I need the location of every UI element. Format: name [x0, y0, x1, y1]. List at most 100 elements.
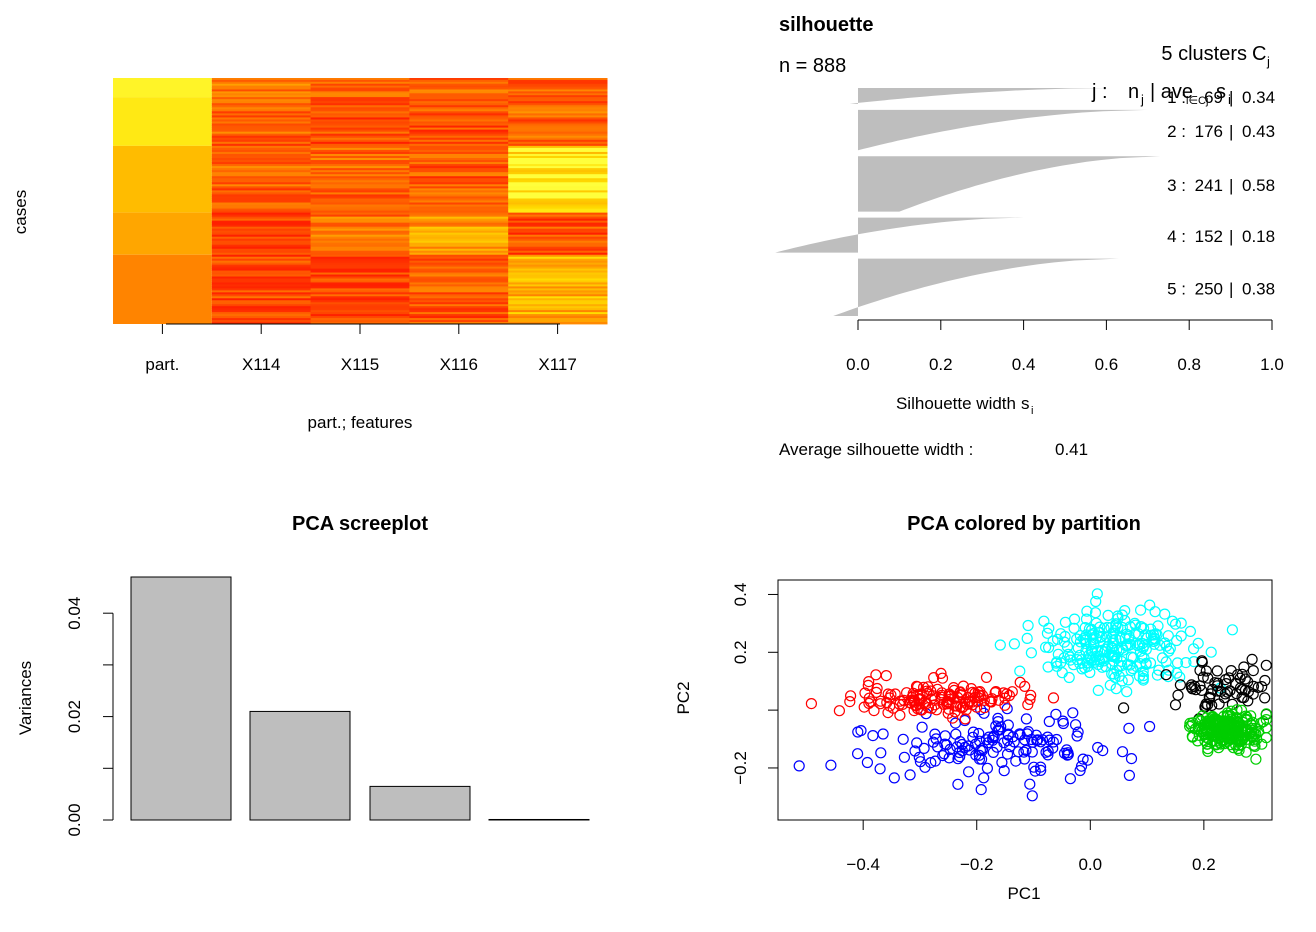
heatmap-feature-stripe: [409, 184, 509, 187]
heatmap-feature-stripe: [310, 119, 410, 122]
heatmap-feature-stripe: [508, 316, 608, 319]
scree-y-tick-label: 0.04: [65, 597, 84, 630]
pca-point: [1121, 638, 1133, 650]
heatmap-feature-stripe: [508, 153, 608, 157]
heatmap-feature-stripe: [508, 254, 608, 258]
pca-point: [1072, 642, 1084, 654]
heatmap-feature-stripe: [310, 262, 410, 266]
silhouette-cluster-n: 176: [1195, 122, 1223, 141]
heatmap-feature-stripe: [409, 87, 509, 90]
pca-point: [875, 747, 887, 759]
pca-point: [1170, 634, 1183, 647]
scree-panel: PCA screeplot 0.00 0.02 0.04 Variances: [16, 513, 590, 837]
pca-point: [1172, 689, 1184, 701]
heatmap-feature-stripe: [310, 292, 410, 295]
heatmap-feature-stripe: [211, 87, 312, 90]
heatmap-feature-stripe: [310, 83, 410, 87]
pca-point: [914, 693, 926, 705]
silhouette-cluster-ave: 0.38: [1242, 279, 1275, 298]
heatmap-feature-stripe: [508, 252, 608, 256]
heatmap-feature-stripe: [508, 182, 608, 185]
heatmap-feature-stripe: [508, 196, 608, 199]
pca-point: [1250, 753, 1262, 765]
pca-point: [1202, 745, 1214, 758]
heatmap-feature-stripe: [508, 198, 608, 201]
heatmap-feature-stripe: [310, 250, 410, 254]
heatmap-feature-stripe: [508, 170, 608, 173]
heatmap-feature-stripe: [211, 242, 312, 246]
heatmap-feature-stripe: [211, 105, 312, 108]
pca-point: [1208, 715, 1220, 727]
silhouette-cluster-sep: |: [1229, 176, 1233, 195]
heatmap-feature-stripe: [409, 204, 509, 207]
pca-point: [1008, 736, 1020, 748]
pca-point: [1152, 620, 1164, 632]
pca-point: [1077, 753, 1089, 765]
heatmap-feature-stripe: [310, 266, 410, 269]
heatmap-feature-stripe: [508, 176, 608, 179]
heatmap-feature-stripe: [211, 274, 312, 277]
pca-point: [1223, 734, 1235, 747]
pca-x-label: PC1: [1007, 884, 1040, 903]
heatmap-feature-stripe: [508, 188, 608, 191]
pca-point: [929, 755, 941, 767]
heatmap-feature-stripe: [508, 111, 608, 114]
heatmap-feature-stripe: [211, 170, 312, 173]
heatmap-feature-stripe: [508, 294, 608, 297]
heatmap-feature-stripe: [409, 306, 509, 309]
pca-point: [1237, 732, 1250, 744]
pca-point: [1001, 703, 1013, 715]
pca-point: [1024, 693, 1036, 706]
heatmap-feature-stripe: [409, 270, 509, 273]
heatmap-feature-stripe: [508, 194, 608, 197]
silhouette-average-label: Average silhouette width :: [779, 440, 973, 459]
heatmap-feature-stripe: [409, 166, 509, 169]
heatmap-feature-stripe: [310, 314, 410, 317]
heatmap-feature-stripe: [310, 121, 410, 124]
silhouette-header-ave-sub: i∈Cj: [1186, 95, 1208, 107]
pca-point: [1249, 722, 1262, 735]
heatmap-feature-stripe: [310, 322, 410, 325]
silhouette-cluster-ave: 0.58: [1242, 176, 1275, 195]
pca-point: [975, 783, 987, 796]
heatmap-feature-stripe: [409, 176, 509, 179]
heatmap-feature-stripe: [310, 260, 410, 264]
heatmap-x-ticks: part. X114 X115 X116 X117: [145, 324, 577, 374]
heatmap-feature-stripe: [310, 162, 410, 165]
pca-point: [1081, 605, 1093, 617]
heatmap-feature-stripe: [211, 149, 312, 153]
heatmap-feature-stripe: [508, 272, 608, 275]
pca-axes: −0.4 −0.2 0.0 0.2 −0.2 0.2 0.4: [731, 583, 1216, 874]
pca-point: [793, 760, 805, 772]
heatmap-feature-stripe: [310, 310, 410, 313]
pca-point: [950, 728, 962, 740]
heatmap-partition-cell: [113, 145, 212, 213]
heatmap-feature-stripe: [310, 286, 410, 289]
pca-point: [1038, 615, 1050, 627]
heatmap-feature-stripe: [409, 264, 509, 268]
heatmap-feature-stripe: [508, 262, 608, 266]
heatmap-feature-stripe: [508, 260, 608, 264]
heatmap-feature-stripe: [211, 306, 312, 309]
pca-point: [1006, 686, 1018, 698]
silhouette-cluster-j: 3 :: [1167, 176, 1186, 195]
heatmap-feature-stripe: [409, 232, 509, 236]
heatmap-feature-stripe: [409, 145, 509, 149]
silhouette-x-tick-label: 1.0: [1260, 355, 1284, 374]
heatmap-feature-stripe: [409, 310, 509, 313]
heatmap-feature-stripe: [508, 186, 608, 189]
pca-point: [1193, 729, 1205, 742]
pca-point: [863, 675, 875, 688]
pca-point: [1018, 746, 1030, 758]
heatmap-feature-stripe: [409, 79, 509, 83]
silhouette-cluster-sep: |: [1229, 122, 1233, 141]
heatmap-feature-stripe: [310, 252, 410, 256]
heatmap-feature-stripe: [310, 280, 410, 283]
pca-point: [897, 733, 909, 745]
pca-point: [1214, 724, 1226, 736]
heatmap-feature-stripe: [211, 232, 312, 236]
scree-bar: [369, 785, 471, 821]
silhouette-cluster-j: 5 :: [1167, 279, 1186, 298]
heatmap-feature-stripe: [409, 192, 509, 195]
pca-point: [1026, 790, 1038, 802]
